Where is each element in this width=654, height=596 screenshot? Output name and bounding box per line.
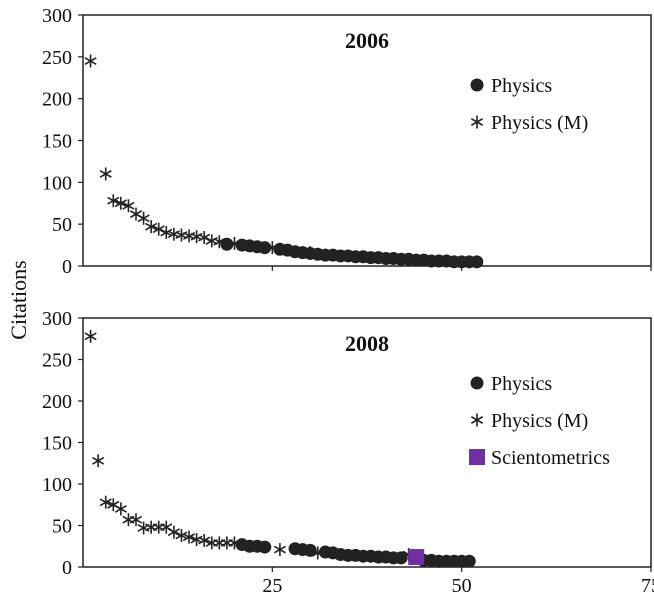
point-physics-m [114,502,127,516]
point-physics-m [273,543,286,557]
point-physics-m [167,525,180,539]
point-physics-m [107,194,120,208]
point-physics-m [175,528,188,542]
point-physics-m [175,228,188,242]
y-tick-label: 250 [42,350,72,372]
point-physics-m [198,533,211,547]
point-physics-m [152,222,165,236]
y-axis-label: Citations [6,260,31,339]
legend-marker-physics-m [470,115,484,129]
point-physics-m [145,220,158,234]
point-physics-m [129,207,143,221]
y-tick-label: 300 [42,5,72,27]
y-tick-label: 0 [62,256,72,278]
point-physics-m [114,196,127,210]
y-tick-label: 200 [42,391,72,413]
y-tick-label: 300 [42,308,72,330]
point-physics [258,540,272,554]
legend-label-scientometrics: Scientometrics [491,447,610,469]
y-tick-label: 150 [42,433,72,455]
point-physics-m [304,246,317,260]
legend-marker-physics [470,78,484,92]
point-physics-m [182,530,196,544]
point-physics [258,241,272,255]
point-physics-m [92,454,105,468]
y-tick-label: 100 [42,172,72,194]
point-physics-m [99,167,112,181]
y-tick-label: 250 [42,47,72,69]
y-tick-label: 150 [42,131,72,153]
legend-marker-physics-m [470,413,484,427]
point-physics-m [182,229,196,243]
legend-label-physics: Physics [491,373,552,395]
legend-marker-scientometrics [469,449,485,465]
x-tick-label: 75 [641,575,654,596]
point-physics-m [228,236,241,250]
x-tick-label: 50 [452,575,472,596]
point-physics-m [99,495,112,509]
legend-label-physics: Physics [491,75,552,97]
point-physics-m [145,520,158,534]
point-physics [470,255,484,269]
point-physics-m [122,199,135,213]
panel-title-2006: 2006 [345,28,389,53]
legend-marker-physics [470,376,484,390]
panel-title-2008: 2008 [345,331,389,356]
point-physics [303,543,317,557]
legend-label-physics-m: Physics (M) [491,112,588,134]
point-physics-m [311,546,324,560]
point-physics-m [198,231,211,245]
x-tick-label: 25 [262,575,282,596]
y-tick-label: 50 [52,516,72,538]
y-tick-label: 200 [42,89,72,111]
point-physics-m [220,536,233,550]
y-tick-label: 0 [62,557,72,579]
point-physics-m [228,536,241,550]
point-physics-m [84,329,97,343]
point-physics-m [122,513,135,527]
point-physics-m [129,513,143,527]
point-physics-m [190,230,203,244]
point-scientometrics [408,549,425,566]
legend-label-physics-m: Physics (M) [491,410,588,432]
point-physics-m [160,520,173,534]
point-physics-m [160,226,173,240]
point-physics-m [137,521,150,535]
point-physics-m [213,235,226,249]
point-physics-m [152,520,165,534]
point-physics-m [213,536,226,550]
chart-panel-2006: 2006 0 50 100 150 200 250 300 Physics Physics (M… [42,5,652,278]
y-tick-label: 50 [52,214,72,236]
point-physics-m [266,241,279,255]
point-physics-m [137,211,150,225]
point-physics [462,554,476,568]
y-tick-label: 100 [42,474,72,496]
point-physics [394,551,408,565]
chart-panel-2008: 2008 0 50 100 150 200 250 300 25 50 75 Physics Phys… [42,308,654,596]
point-physics-m [84,54,97,68]
